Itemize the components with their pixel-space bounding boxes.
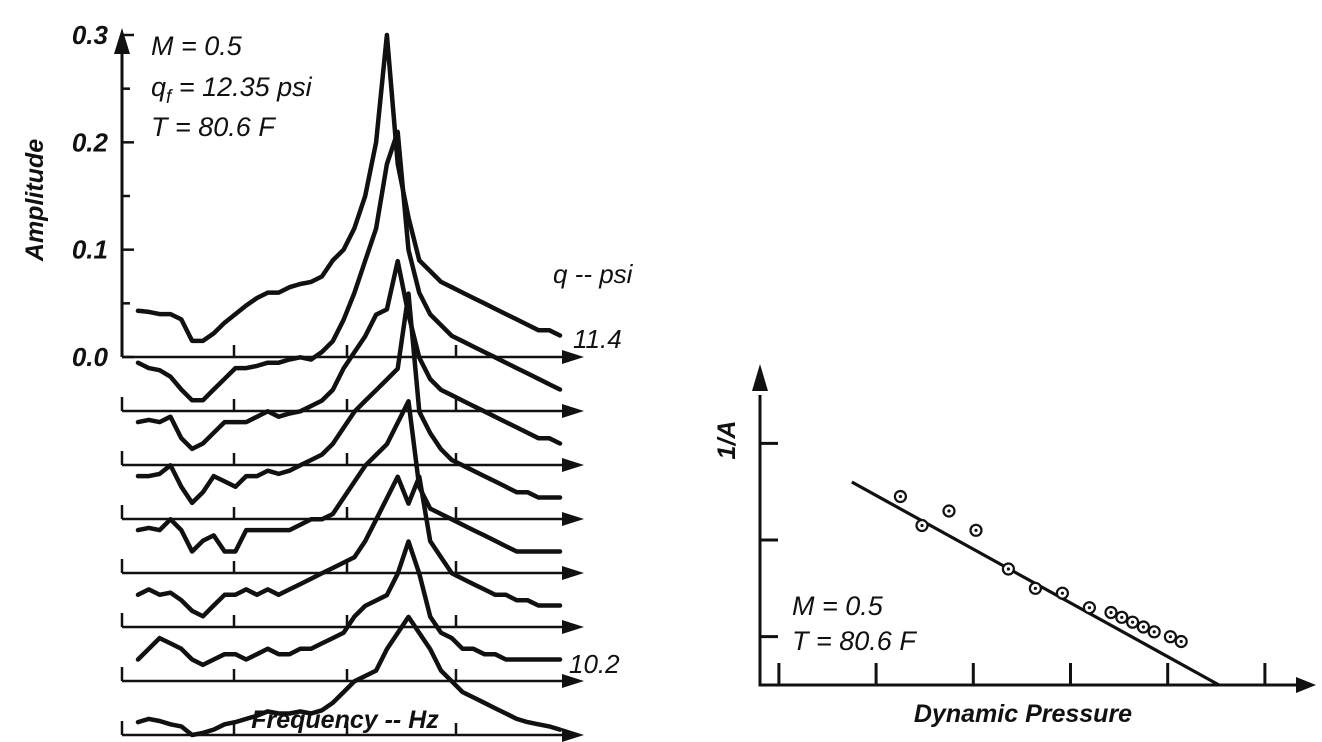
- data-point-center: [974, 528, 978, 532]
- y-tick-label: 0.3: [72, 20, 109, 50]
- spectrum-line: [135, 614, 563, 738]
- data-point-center: [1179, 639, 1183, 644]
- data-point-center: [1131, 620, 1135, 624]
- y-axis-arrowhead: [114, 28, 130, 54]
- amplitude-axis-title: Amplitude: [21, 139, 49, 262]
- baseline-arrowhead: [562, 728, 584, 742]
- spectrum-line: [135, 258, 563, 452]
- spectrum-line: [135, 32, 563, 344]
- data-point-center: [1109, 610, 1113, 615]
- q-label-bottom: 10.2: [569, 649, 620, 679]
- spectrum-line: [135, 291, 563, 506]
- inverse-amplitude-y-axis: [758, 395, 1300, 687]
- y-tick-label: 0.0: [72, 342, 109, 372]
- frequency-axis-title: Frequency -- Hz: [251, 706, 439, 734]
- data-point-center: [1060, 591, 1064, 595]
- data-point-center: [1006, 567, 1011, 571]
- spectrum-line: [135, 129, 563, 403]
- dynamic-pressure-axis-title: Dynamic Pressure: [914, 700, 1132, 728]
- data-point-center: [1168, 635, 1172, 639]
- data-point-center: [947, 509, 951, 513]
- x-axis-arrowhead: [1296, 677, 1316, 693]
- temperature-annotation-right: T = 80.6 F: [792, 626, 917, 656]
- data-point-center: [1033, 586, 1037, 590]
- inverse-amplitude-panel: 1/A Dynamic Pressure M = 0.5 T = 80.6 F: [713, 364, 1316, 728]
- baseline-arrowhead: [562, 350, 584, 364]
- y-tick-label: 0.1: [72, 235, 108, 265]
- data-point-center: [1152, 630, 1156, 634]
- data-point-center: [1141, 625, 1145, 629]
- data-point-center: [1087, 606, 1091, 610]
- mach-annotation-right: M = 0.5: [792, 591, 884, 621]
- mach-annotation: M = 0.5: [151, 31, 243, 61]
- baseline-arrowhead: [562, 620, 584, 634]
- baseline-arrowhead: [562, 674, 584, 688]
- flutter-q-subscript: f: [166, 87, 173, 108]
- waterfall-spectra-panel: 0.0 0.1 0.2 0.3 Amplitude Frequency -- Hz q…: [21, 20, 634, 742]
- baseline-arrowhead: [562, 404, 584, 418]
- temperature-annotation: T = 80.6 F: [151, 112, 276, 142]
- data-point-center: [920, 523, 924, 528]
- q-legend-title: q -- psi: [553, 259, 634, 289]
- spectrum-line: [135, 539, 563, 668]
- baseline-arrowhead: [562, 512, 584, 526]
- baseline-arrowhead: [562, 458, 584, 472]
- spectrum-line: [135, 474, 563, 619]
- data-point-center: [1120, 615, 1124, 619]
- spectrum-line: [135, 399, 563, 554]
- flutter-q-annotation: qf = 12.35 psi: [151, 72, 313, 108]
- y-axis-arrowhead: [752, 364, 768, 391]
- inverse-amplitude-axis-title: 1/A: [713, 421, 741, 460]
- y-tick-label: 0.2: [72, 127, 109, 157]
- q-label-top: 11.4: [573, 324, 622, 354]
- data-point-center: [898, 494, 903, 499]
- baseline-arrowhead: [562, 566, 584, 580]
